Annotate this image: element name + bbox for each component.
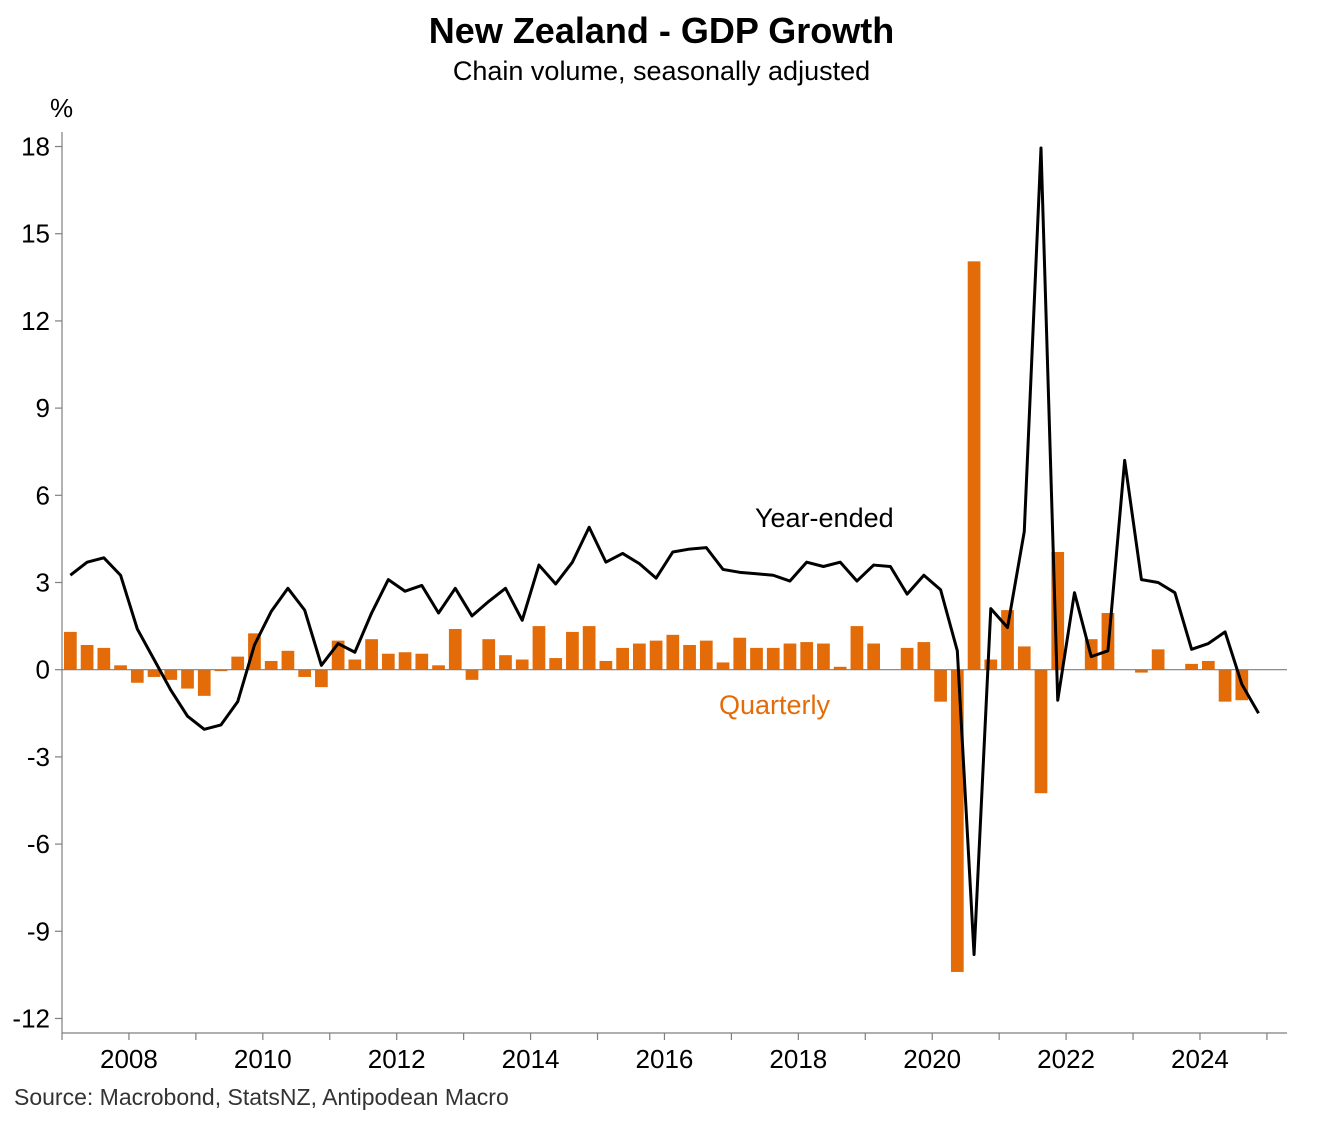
y-tick-label: 3	[36, 568, 50, 598]
y-tick-label: 0	[36, 655, 50, 685]
quarterly-bar	[264, 660, 278, 670]
quarterly-bar	[532, 626, 546, 670]
quarterly-bar	[130, 669, 144, 683]
quarterly-bar	[231, 656, 245, 670]
x-tick-label: 2024	[1171, 1044, 1229, 1074]
quarterly-bar	[365, 639, 378, 670]
quarterly-bar	[515, 659, 529, 670]
quarterly-bar	[633, 643, 646, 670]
y-tick-label: -9	[27, 916, 50, 946]
quarterly-bar	[1185, 663, 1198, 670]
y-axis: 18 15 12 9 6 3 0 -3 -6 -9 -12	[12, 132, 63, 1033]
quarterly-bar	[566, 631, 579, 670]
x-tick-label: 2016	[636, 1044, 694, 1074]
quarterly-bar	[181, 669, 194, 689]
y-tick-label: 6	[36, 480, 50, 510]
x-tick-label: 2008	[100, 1044, 158, 1074]
quarterly-bar	[147, 669, 161, 677]
quarterly-bar	[1034, 669, 1048, 794]
quarterly-bar	[432, 665, 445, 670]
quarterly-bar	[900, 647, 914, 670]
x-tick-label: 2012	[368, 1044, 426, 1074]
y-tick-label: -12	[12, 1003, 50, 1033]
quarterly-bar	[666, 634, 680, 670]
quarterly-bar	[984, 659, 998, 670]
x-tick-label: 2018	[769, 1044, 827, 1074]
quarterly-bar	[750, 647, 763, 670]
quarterly-bar	[415, 653, 429, 670]
quarterly-bar	[80, 644, 94, 670]
quarterly-bar	[683, 644, 696, 670]
quarterly-label: Quarterly	[719, 690, 831, 720]
quarterly-bars	[64, 261, 1249, 972]
quarterly-bar	[549, 658, 563, 670]
year-ended-line	[69, 146, 1260, 957]
source-note: Source: Macrobond, StatsNZ, Antipodean M…	[14, 1084, 509, 1110]
y-tick-label: -6	[27, 829, 50, 859]
y-tick-label: 12	[21, 306, 50, 336]
quarterly-bar	[1151, 649, 1165, 670]
quarterly-bar	[950, 669, 964, 972]
quarterly-bar	[499, 655, 512, 670]
quarterly-bar	[97, 647, 111, 670]
quarterly-bar	[800, 642, 814, 670]
x-axis: 2008 2010 2012 2014 2016 2018 2020 2022 2024	[61, 1032, 1287, 1074]
quarterly-bar	[616, 647, 629, 670]
quarterly-bar	[482, 639, 496, 670]
quarterly-bar	[867, 643, 881, 670]
quarterly-bar	[381, 653, 395, 670]
quarterly-bar	[817, 643, 830, 670]
year-ended-label: Year-ended	[755, 503, 894, 533]
x-tick-label: 2014	[502, 1044, 560, 1074]
quarterly-bar	[766, 647, 780, 670]
quarterly-bar	[967, 261, 981, 670]
quarterly-bar	[1135, 669, 1148, 673]
x-tick-label: 2022	[1037, 1044, 1095, 1074]
y-tick-label: 9	[36, 393, 50, 423]
quarterly-bar	[917, 642, 931, 670]
quarterly-bar	[448, 629, 462, 670]
chart-subtitle: Chain volume, seasonally adjusted	[452, 56, 871, 86]
quarterly-bar	[850, 626, 864, 670]
quarterly-bar	[699, 640, 713, 670]
quarterly-bar	[833, 666, 847, 670]
quarterly-bar	[197, 669, 211, 696]
quarterly-bar	[348, 659, 362, 670]
quarterly-bar	[164, 669, 178, 680]
y-tick-label: -3	[27, 742, 50, 772]
quarterly-bar	[649, 640, 663, 670]
y-tick-label: 15	[21, 219, 50, 249]
y-axis-unit-label: %	[50, 93, 74, 123]
quarterly-bar	[716, 662, 730, 670]
quarterly-bar	[1218, 669, 1232, 702]
chart-title: New Zealand - GDP Growth	[428, 10, 895, 51]
quarterly-bar	[114, 665, 127, 670]
quarterly-bar	[1201, 660, 1215, 670]
quarterly-bar	[733, 637, 747, 670]
x-tick-label: 2010	[234, 1044, 292, 1074]
quarterly-bar	[398, 652, 412, 670]
quarterly-bar	[582, 626, 596, 670]
x-tick-label: 2020	[903, 1044, 961, 1074]
quarterly-bar	[783, 643, 797, 670]
quarterly-bar	[465, 669, 479, 680]
quarterly-bar	[315, 669, 328, 688]
quarterly-bar	[281, 650, 295, 670]
quarterly-bar	[934, 669, 947, 702]
quarterly-bar	[599, 660, 613, 670]
y-tick-label: 18	[21, 132, 50, 162]
quarterly-bar	[64, 631, 77, 670]
quarterly-bar	[214, 669, 228, 672]
quarterly-bar	[298, 669, 312, 677]
quarterly-bar	[1017, 646, 1031, 670]
